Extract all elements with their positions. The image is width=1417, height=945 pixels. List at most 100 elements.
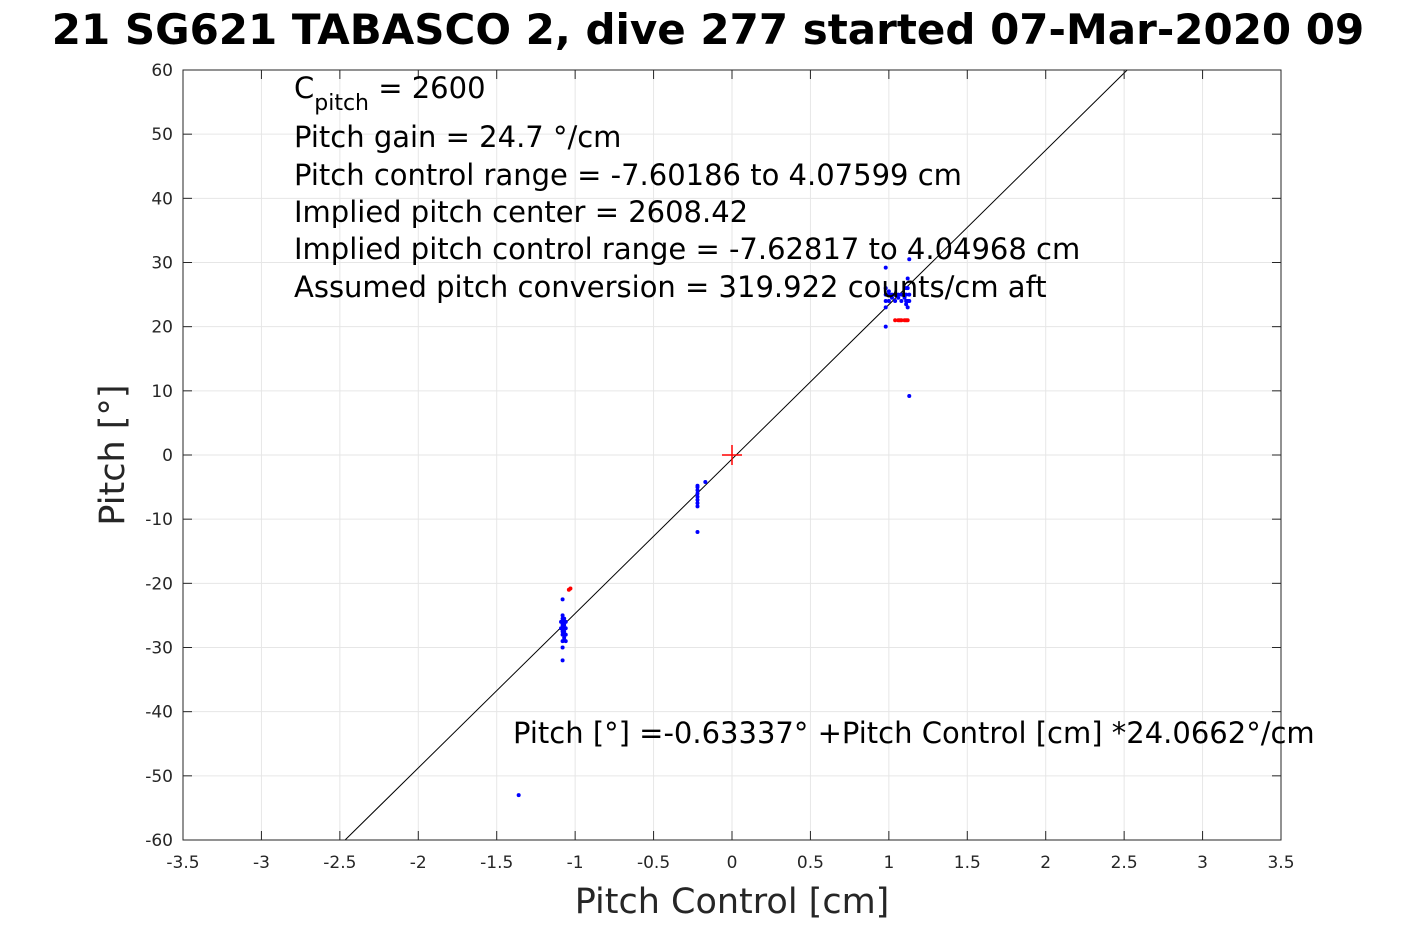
x-tick-label: -2 xyxy=(410,853,427,873)
blue-data-point xyxy=(562,616,567,621)
blue-data-point xyxy=(889,295,894,300)
blue-data-point xyxy=(886,299,891,303)
blue-data-point xyxy=(563,632,568,637)
x-tick-label: 1.5 xyxy=(954,853,981,873)
blue-data-point xyxy=(899,299,904,303)
blue-data-point xyxy=(907,299,912,303)
blue-data-point xyxy=(905,305,910,310)
data-points xyxy=(516,257,912,798)
y-tick-label: -30 xyxy=(145,639,173,659)
blue-data-point xyxy=(893,292,898,297)
x-tick-label: -1.5 xyxy=(480,853,513,873)
blue-data-point xyxy=(559,626,564,631)
annotation-pitch-control-range: Pitch control range = -7.60186 to 4.0759… xyxy=(294,158,962,192)
blue-data-point xyxy=(559,619,564,624)
y-tick-label: 30 xyxy=(151,254,173,274)
blue-data-point xyxy=(896,295,901,300)
blue-data-point xyxy=(703,479,708,484)
blue-data-point xyxy=(695,497,700,502)
y-axis-ticks: 60 50 40 30 20 10 0 -10 -20 -30 -40 -50 -60 xyxy=(145,61,1281,851)
x-tick-label: 1 xyxy=(883,853,894,873)
blue-data-point xyxy=(886,289,891,294)
red-data-point xyxy=(899,318,904,323)
chart-title: 21 SG621 TABASCO 2, dive 277 started 07-… xyxy=(51,5,1365,54)
annotation-fit-equation: Pitch [°] =-0.63337° +Pitch Control [cm]… xyxy=(513,716,1315,750)
blue-data-point xyxy=(560,632,565,637)
blue-data-point xyxy=(883,286,888,291)
y-tick-label: -50 xyxy=(145,767,173,787)
blue-data-point xyxy=(883,265,888,270)
red-data-point xyxy=(893,318,898,323)
blue-data-point xyxy=(695,488,700,493)
annotation-c-pitch-value: = 2600 xyxy=(369,71,486,105)
blue-data-point xyxy=(695,501,700,506)
red-data-point xyxy=(568,586,573,591)
y-tick-label: 0 xyxy=(162,446,173,466)
blue-data-point xyxy=(563,619,568,624)
y-tick-label: 10 xyxy=(151,382,173,402)
y-axis-label: Pitch [°] xyxy=(93,384,133,525)
blue-data-point xyxy=(562,629,567,634)
blue-data-point xyxy=(695,530,700,534)
y-tick-label: 20 xyxy=(151,318,173,338)
x-tick-label: 2 xyxy=(1040,853,1051,873)
blue-data-point xyxy=(695,483,700,488)
blue-data-point xyxy=(899,292,904,297)
blue-data-point xyxy=(560,639,565,644)
x-tick-label: 3.5 xyxy=(1267,853,1294,873)
y-tick-label: -20 xyxy=(145,574,173,594)
y-tick-label: 50 xyxy=(151,125,173,145)
blue-data-point xyxy=(883,324,888,329)
blue-data-point xyxy=(905,276,910,281)
blue-data-point xyxy=(883,305,888,310)
blue-data-point xyxy=(695,494,700,499)
blue-data-point xyxy=(695,504,700,509)
x-tick-label: -3 xyxy=(253,853,270,873)
x-tick-label: -2.5 xyxy=(323,853,356,873)
y-tick-label: -40 xyxy=(145,703,173,723)
blue-data-point xyxy=(516,793,521,798)
blue-data-point xyxy=(562,635,567,640)
blue-data-point xyxy=(896,292,901,297)
annotation-implied-control-range: Implied pitch control range = -7.62817 t… xyxy=(294,232,1080,266)
y-tick-label: 60 xyxy=(151,61,173,81)
x-tick-label: 0.5 xyxy=(797,853,824,873)
x-tick-label: 0 xyxy=(727,853,738,873)
center-marker-layer xyxy=(722,445,742,465)
annotation-pitch-conversion: Assumed pitch conversion = 319.922 count… xyxy=(294,270,1047,304)
annotation-implied-pitch-center: Implied pitch center = 2608.42 xyxy=(294,195,748,229)
x-tick-label: 2.5 xyxy=(1111,853,1138,873)
blue-data-point xyxy=(893,299,898,303)
blue-data-point xyxy=(904,292,909,297)
blue-data-point xyxy=(905,286,910,291)
blue-data-point xyxy=(907,292,912,297)
y-tick-label: -60 xyxy=(145,831,173,851)
blue-data-point xyxy=(889,292,894,297)
annotation-c-pitch-subscript: pitch xyxy=(314,91,369,116)
y-tick-label: -10 xyxy=(145,510,173,530)
x-axis-label: Pitch Control [cm] xyxy=(575,882,890,922)
blue-data-point xyxy=(907,393,912,398)
annotation-pitch-gain: Pitch gain = 24.7 °/cm xyxy=(294,120,621,154)
x-tick-label: 3 xyxy=(1197,853,1208,873)
x-tick-label: -3.5 xyxy=(166,853,199,873)
x-tick-label: -0.5 xyxy=(637,853,670,873)
annotation-c-pitch-base: C xyxy=(294,71,314,105)
blue-data-point xyxy=(562,623,567,628)
x-axis-ticks: -3.5 -3 -2.5 -2 -1.5 -1 -0.5 0 0.5 1 1.5 2 2.5 3 3.5 xyxy=(166,70,1295,873)
annotation-c-pitch: Cpitch = 2600 xyxy=(294,71,486,116)
blue-data-point xyxy=(560,613,565,618)
x-tick-label: -1 xyxy=(567,853,584,873)
blue-data-point xyxy=(886,292,891,297)
blue-data-point xyxy=(902,295,907,300)
blue-data-point xyxy=(560,658,565,663)
blue-data-point xyxy=(907,257,912,262)
blue-data-point xyxy=(883,299,888,303)
blue-data-point xyxy=(563,639,568,644)
y-tick-label: 40 xyxy=(151,189,173,209)
blue-data-point xyxy=(883,292,888,297)
red-data-point xyxy=(905,318,910,323)
blue-data-point xyxy=(563,626,568,631)
blue-data-point xyxy=(560,645,565,650)
